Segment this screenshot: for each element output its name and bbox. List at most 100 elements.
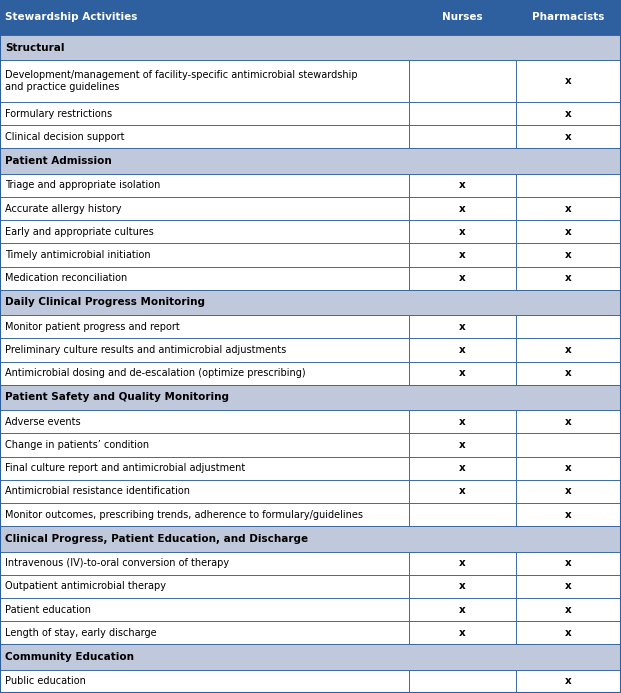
Bar (0, 125, 409, 148)
Bar (0, 433, 409, 457)
Text: x: x (459, 322, 466, 332)
Text: Patient Admission: Patient Admission (5, 156, 112, 166)
Text: Antimicrobial dosing and de-escalation (optimize prescribing): Antimicrobial dosing and de-escalation (… (5, 368, 306, 378)
Text: Early and appropriate cultures: Early and appropriate cultures (5, 227, 154, 237)
Text: Length of stay, early discharge: Length of stay, early discharge (5, 628, 156, 638)
Bar (0, 267, 409, 290)
Text: Monitor patient progress and report: Monitor patient progress and report (5, 322, 179, 332)
Bar (0, 220, 409, 243)
Bar (0, 480, 409, 503)
Text: Final culture report and antimicrobial adjustment: Final culture report and antimicrobial a… (5, 463, 245, 473)
Text: Nurses: Nurses (442, 12, 483, 22)
Bar (516, 0, 621, 35)
Bar (0, 338, 409, 362)
Text: x: x (459, 273, 466, 283)
Bar (0, 526, 621, 552)
Bar (409, 574, 516, 598)
Text: Intravenous (IV)-to-oral conversion of therapy: Intravenous (IV)-to-oral conversion of t… (5, 558, 229, 568)
Bar (0, 503, 409, 526)
Bar (0, 0, 409, 35)
Text: x: x (459, 416, 466, 427)
Text: x: x (459, 227, 466, 237)
Text: Development/management of facility-specific antimicrobial stewardship
and practi: Development/management of facility-speci… (5, 70, 358, 92)
Text: x: x (459, 463, 466, 473)
Bar (0, 552, 409, 574)
Text: x: x (565, 273, 572, 283)
Text: Structural: Structural (5, 42, 65, 53)
Bar (516, 60, 621, 102)
Bar (409, 480, 516, 503)
Text: x: x (459, 345, 466, 355)
Bar (516, 552, 621, 574)
Bar (516, 574, 621, 598)
Text: x: x (565, 250, 572, 260)
Bar (0, 290, 621, 315)
Bar (409, 220, 516, 243)
Text: Clinical Progress, Patient Education, and Discharge: Clinical Progress, Patient Education, an… (5, 534, 308, 544)
Bar (516, 457, 621, 480)
Text: Antimicrobial resistance identification: Antimicrobial resistance identification (5, 486, 190, 496)
Text: Community Education: Community Education (5, 652, 134, 662)
Text: Clinical decision support: Clinical decision support (5, 132, 124, 142)
Text: x: x (565, 132, 572, 142)
Bar (516, 598, 621, 621)
Bar (409, 0, 516, 35)
Text: Patient education: Patient education (5, 604, 91, 615)
Text: x: x (565, 486, 572, 496)
Text: x: x (565, 416, 572, 427)
Bar (0, 644, 621, 670)
Text: x: x (565, 368, 572, 378)
Bar (409, 410, 516, 433)
Text: x: x (565, 628, 572, 638)
Bar (409, 174, 516, 197)
Bar (409, 197, 516, 220)
Bar (409, 621, 516, 644)
Text: Triage and appropriate isolation: Triage and appropriate isolation (5, 180, 160, 191)
Text: Public education: Public education (5, 676, 86, 686)
Bar (0, 60, 409, 102)
Text: x: x (459, 604, 466, 615)
Bar (516, 243, 621, 267)
Bar (409, 362, 516, 385)
Bar (516, 197, 621, 220)
Bar (0, 457, 409, 480)
Text: x: x (565, 345, 572, 355)
Text: x: x (565, 581, 572, 591)
Text: x: x (565, 463, 572, 473)
Bar (0, 102, 409, 125)
Bar (516, 410, 621, 433)
Bar (516, 125, 621, 148)
Text: x: x (565, 676, 572, 686)
Text: Formulary restrictions: Formulary restrictions (5, 109, 112, 119)
Bar (409, 670, 516, 693)
Bar (516, 480, 621, 503)
Text: x: x (459, 440, 466, 450)
Bar (409, 243, 516, 267)
Text: Accurate allergy history: Accurate allergy history (5, 204, 122, 213)
Text: x: x (459, 250, 466, 260)
Bar (516, 267, 621, 290)
Bar (0, 148, 621, 174)
Bar (516, 433, 621, 457)
Bar (516, 670, 621, 693)
Bar (0, 598, 409, 621)
Bar (409, 338, 516, 362)
Text: x: x (459, 581, 466, 591)
Bar (516, 174, 621, 197)
Bar (0, 670, 409, 693)
Text: x: x (459, 180, 466, 191)
Text: Change in patients’ condition: Change in patients’ condition (5, 440, 149, 450)
Bar (409, 125, 516, 148)
Text: x: x (459, 558, 466, 568)
Text: x: x (459, 368, 466, 378)
Text: Adverse events: Adverse events (5, 416, 81, 427)
Bar (409, 267, 516, 290)
Bar (409, 503, 516, 526)
Bar (0, 574, 409, 598)
Bar (0, 315, 409, 338)
Bar (0, 174, 409, 197)
Bar (409, 552, 516, 574)
Bar (516, 102, 621, 125)
Bar (409, 598, 516, 621)
Text: x: x (565, 227, 572, 237)
